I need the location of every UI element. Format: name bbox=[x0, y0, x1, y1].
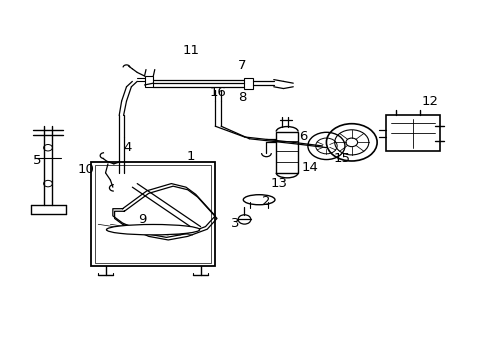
Text: 7: 7 bbox=[237, 59, 246, 72]
Text: 11: 11 bbox=[182, 44, 199, 57]
Text: 5: 5 bbox=[33, 154, 41, 167]
Ellipse shape bbox=[106, 225, 199, 235]
Bar bbox=[144, 76, 153, 87]
Text: 16: 16 bbox=[209, 86, 225, 99]
Text: 14: 14 bbox=[301, 161, 318, 174]
Text: 13: 13 bbox=[269, 177, 286, 190]
Text: 6: 6 bbox=[298, 130, 306, 144]
Text: 4: 4 bbox=[123, 141, 131, 154]
Text: 15: 15 bbox=[333, 152, 350, 165]
Text: 3: 3 bbox=[230, 216, 239, 230]
Bar bbox=[244, 78, 253, 89]
Text: 1: 1 bbox=[186, 150, 195, 163]
Text: 9: 9 bbox=[138, 213, 146, 226]
Bar bbox=[385, 116, 439, 151]
Text: 2: 2 bbox=[262, 195, 270, 208]
Bar bbox=[95, 165, 211, 263]
Bar bbox=[276, 132, 298, 173]
Text: 10: 10 bbox=[78, 163, 94, 176]
Text: 8: 8 bbox=[237, 91, 246, 104]
Text: 12: 12 bbox=[421, 95, 437, 108]
Bar bbox=[91, 162, 215, 266]
